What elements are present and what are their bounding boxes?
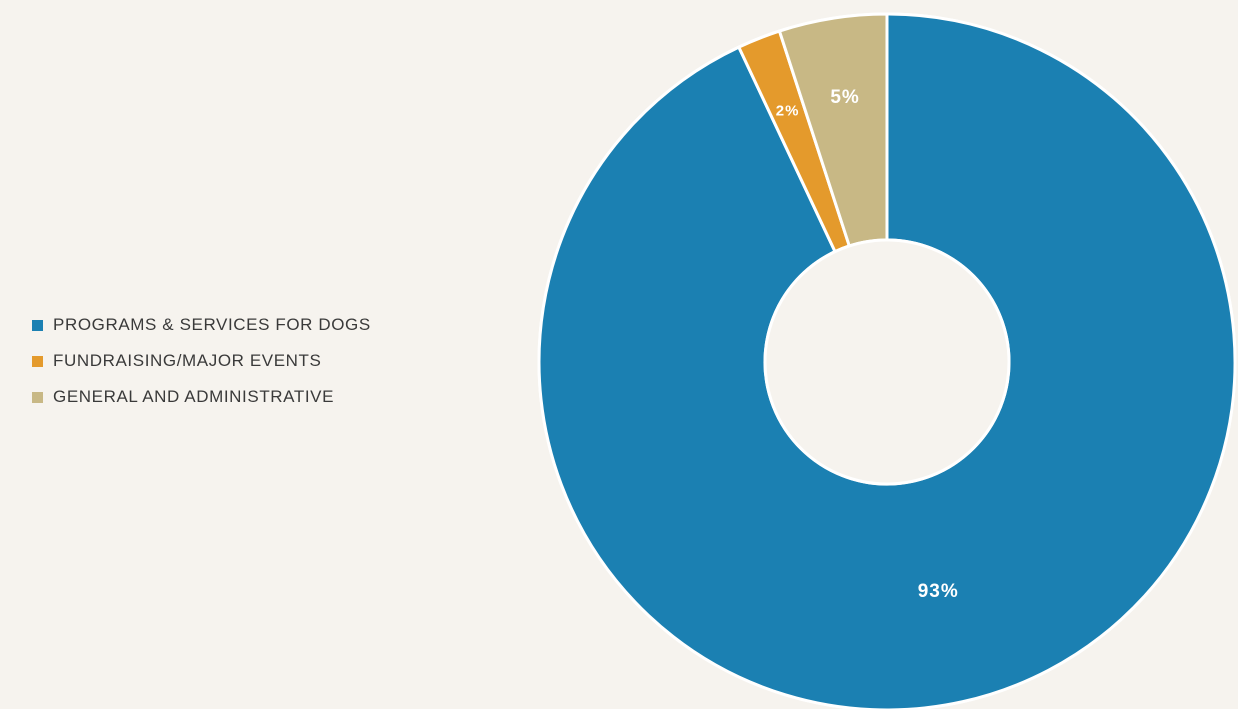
legend-swatch-programs: [32, 319, 43, 331]
legend-label-fundraising: FUNDRAISING/MAJOR EVENTS: [53, 351, 322, 370]
legend-label-general: GENERAL AND ADMINISTRATIVE: [53, 387, 335, 406]
legend-label-programs: PROGRAMS & SERVICES FOR DOGS: [53, 315, 371, 334]
donut-label-general: 5%: [830, 87, 859, 108]
legend-swatch-fundraising: [32, 355, 43, 367]
chart-legend: PROGRAMS & SERVICES FOR DOGS FUNDRAISING…: [32, 312, 371, 420]
donut-label-fundraising: 2%: [776, 102, 800, 119]
legend-item-fundraising: FUNDRAISING/MAJOR EVENTS: [32, 348, 371, 374]
donut-hole: [763, 238, 1011, 486]
legend-item-general: GENERAL AND ADMINISTRATIVE: [32, 384, 371, 410]
legend-swatch-general: [32, 391, 43, 403]
donut-labels: 93% 2% 5%: [776, 87, 959, 602]
donut-slices: [537, 12, 1237, 709]
donut-label-programs: 93%: [918, 581, 959, 602]
legend-item-programs: PROGRAMS & SERVICES FOR DOGS: [32, 312, 371, 338]
